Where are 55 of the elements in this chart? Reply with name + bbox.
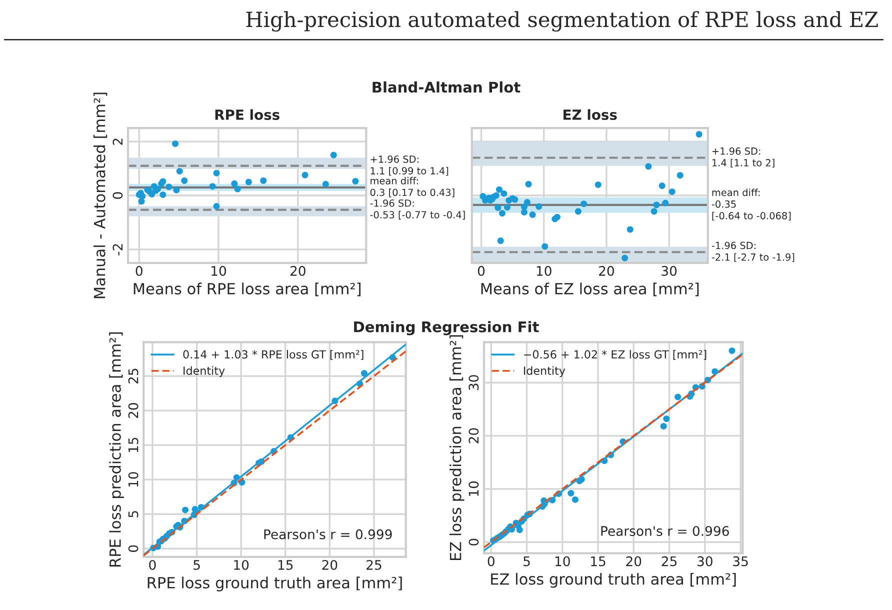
y-tick-label: 0 — [468, 538, 479, 546]
ref-line-label: -1.96 SD: -0.53 [-0.77 to -0.4] — [370, 199, 465, 220]
annotation: Pearson's r = 0.996 — [601, 526, 729, 536]
x-tick-label: 20 — [626, 556, 642, 566]
y-tick-label: 2 — [112, 138, 122, 145]
x-tick-label: 15 — [278, 560, 293, 570]
x-tick-label: 20 — [322, 560, 338, 570]
y-tick-label: 0 — [128, 545, 138, 552]
x-tick-label: 5 — [524, 556, 530, 566]
x-tick-label: 0 — [488, 556, 494, 566]
text: Deming Regression Fit — [354, 321, 539, 336]
ref-line-label: mean diff: -0.35 [-0.64 to -0.068] — [712, 188, 791, 221]
y-tick-label: 25 — [128, 368, 138, 384]
legend-label: −0.56 + 1.02 * EZ loss GT [mm²] — [524, 350, 706, 360]
x-axis-title: Means of EZ loss area [mm²] — [481, 282, 699, 296]
x-tick-label: 10 — [536, 266, 552, 276]
x-tick-label: 5 — [194, 560, 200, 570]
y-tick-label: 0 — [112, 192, 123, 199]
legend-label: 0.14 + 1.03 * RPE loss GT [mm²] — [183, 350, 364, 360]
ref-line-label: mean diff: 0.3 [0.17 to 0.43] — [370, 176, 454, 198]
y-axis-title: RPE loss prediction area [mm²] — [109, 332, 124, 567]
annotation: Pearson's r = 0.999 — [264, 529, 392, 540]
x-tick-label: 10 — [212, 266, 226, 276]
y-axis-title: Manual - Automated [mm²] — [94, 92, 108, 298]
ref-line-label: +1.96 SD: 1.4 [1.1 to 2] — [712, 147, 774, 168]
y-tick-label: 20 — [468, 428, 479, 444]
x-tick-label: 30 — [698, 556, 712, 566]
legend-label: Identity — [184, 366, 225, 378]
x-tick-label: 30 — [662, 266, 677, 276]
text: High-precision automated segmentation of RPE loss and EZ — [246, 11, 878, 32]
y-tick-label: 5 — [128, 511, 138, 518]
legend-label: Identity — [524, 366, 566, 378]
x-axis-title: Means of RPE loss area [mm²] — [134, 282, 360, 296]
x-tick-label: 20 — [599, 266, 614, 276]
y-tick-label: -2 — [112, 244, 122, 256]
x-axis-title: EZ loss ground truth area [mm²] — [491, 572, 736, 588]
x-tick-label: 10 — [234, 560, 249, 570]
y-tick-label: 15 — [128, 438, 138, 452]
y-tick-label: 30 — [468, 375, 479, 390]
x-axis-title: RPE loss ground truth area [mm²] — [148, 576, 402, 592]
y-tick-label: 10 — [468, 481, 479, 496]
x-tick-label: 0 — [149, 560, 156, 570]
x-tick-label: 25 — [366, 560, 382, 570]
x-tick-label: 25 — [662, 556, 677, 566]
text: Bland-Altman Plot — [372, 81, 520, 93]
chart-title: RPE loss — [215, 109, 280, 120]
x-tick-label: 20 — [290, 266, 306, 276]
y-axis-title: EZ loss prediction area [mm²] — [450, 335, 464, 560]
chart-title: EZ loss — [564, 109, 617, 120]
x-tick-label: 10 — [555, 556, 570, 566]
x-tick-label: 35 — [733, 556, 748, 566]
y-tick-label: 10 — [128, 472, 138, 487]
y-tick-label: 20 — [128, 403, 138, 418]
x-tick-label: 15 — [591, 556, 606, 566]
ref-line-label: -1.96 SD: -2.1 [-2.7 to -1.9] — [712, 242, 794, 262]
